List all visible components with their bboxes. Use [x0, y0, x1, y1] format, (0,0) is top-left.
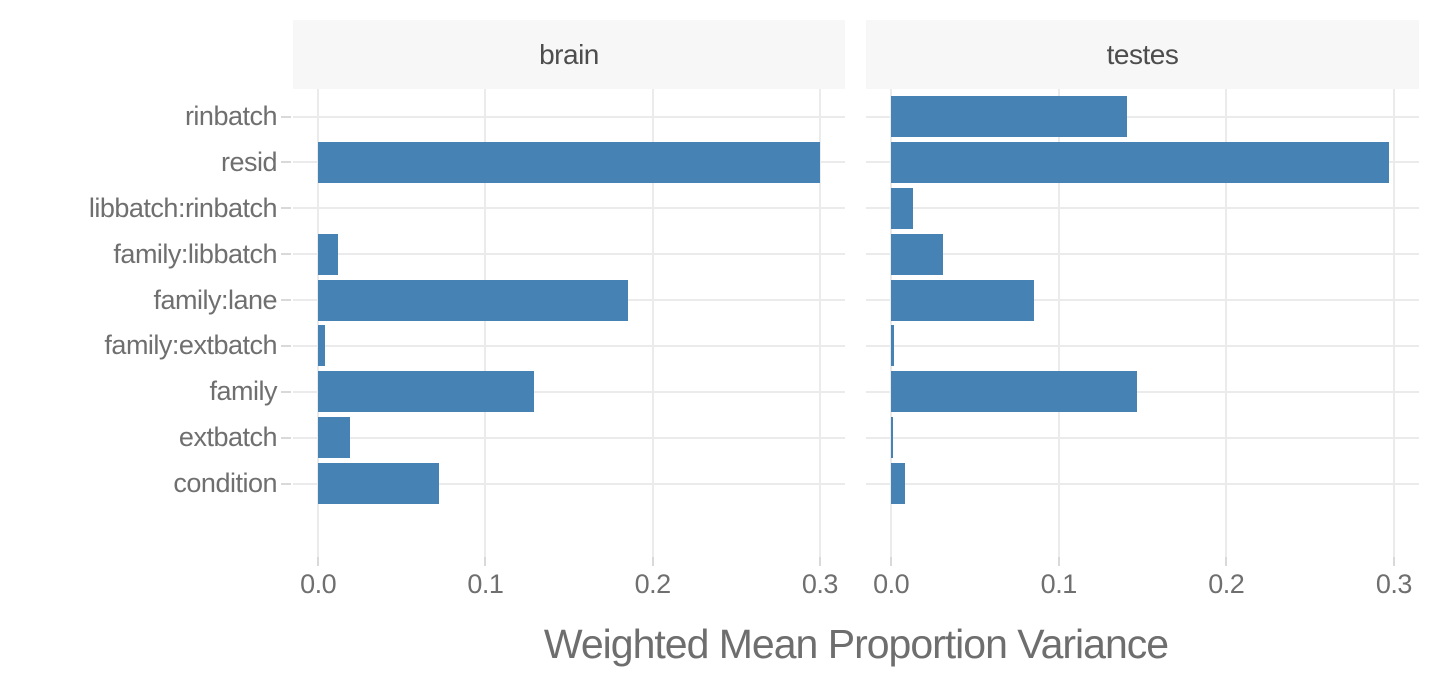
gridline-vertical [1057, 89, 1060, 557]
y-tick-label: family:libbatch [113, 238, 277, 269]
x-axis-title: Weighted Mean Proportion Variance [543, 621, 1169, 667]
x-tick-mark [484, 557, 487, 566]
gridline-horizontal [293, 115, 845, 118]
bar-testes-family:lane [891, 280, 1034, 321]
x-tick-mark [1057, 557, 1060, 566]
facet-strip-brain: brain [293, 20, 845, 89]
y-tick-mark [281, 207, 291, 210]
y-tick-mark [281, 390, 291, 393]
y-tick-label: family [209, 376, 277, 407]
x-tick-mark [317, 557, 320, 566]
y-tick-label: condition [173, 468, 277, 499]
y-tick-mark [281, 436, 291, 439]
gridline-vertical [1225, 89, 1228, 557]
bar-testes-rinbatch [891, 96, 1128, 137]
y-category-row: libbatch:rinbatch [0, 182, 291, 234]
y-tick-label: family:extbatch [104, 330, 277, 361]
y-category-row: family:libbatch [0, 228, 291, 280]
facet-strip-label-brain: brain [539, 38, 599, 70]
y-category-row: family:extbatch [0, 320, 291, 372]
gridline-vertical [890, 89, 893, 557]
x-tick-label: 0.2 [634, 569, 672, 599]
gridline-horizontal [293, 344, 845, 347]
gridline-vertical [818, 89, 821, 557]
bar-testes-libbatch:rinbatch [891, 188, 913, 229]
gridline-vertical [484, 89, 487, 557]
y-tick-mark [281, 299, 291, 302]
y-tick-label: libbatch:rinbatch [88, 192, 278, 223]
x-tick-label: 0.1 [467, 569, 504, 599]
y-category-row: resid [0, 136, 291, 188]
y-category-row: extbatch [0, 412, 291, 464]
gridline-horizontal [866, 115, 1419, 118]
gridline-horizontal [293, 390, 845, 393]
y-tick-mark [281, 253, 291, 256]
y-category-row: family [0, 366, 291, 418]
panel-brain [293, 89, 845, 557]
x-tick-label: 0.3 [1375, 569, 1413, 599]
bar-testes-family [891, 371, 1138, 412]
bar-testes-condition [891, 463, 905, 504]
bar-testes-resid [891, 142, 1389, 183]
bar-brain-family:extbatch [318, 325, 325, 366]
x-axis-testes: 0.0 0.1 0.2 0.3 [866, 557, 1419, 607]
facet-strip-testes: testes [866, 20, 1419, 89]
x-tick-mark [818, 557, 821, 566]
gridline-horizontal [866, 253, 1419, 256]
gridline-horizontal [866, 344, 1419, 347]
x-tick-label: 0.1 [1040, 569, 1078, 599]
facet-strip-label-testes: testes [1106, 38, 1179, 70]
gridline-horizontal [866, 436, 1419, 439]
gridline-horizontal [866, 482, 1419, 485]
bar-testes-extbatch [891, 417, 893, 458]
x-axis-brain: 0.0 0.1 0.2 0.3 [293, 557, 845, 607]
gridline-horizontal [866, 390, 1419, 393]
x-tick-mark [651, 557, 654, 566]
x-tick-label: 0.0 [873, 569, 910, 599]
x-tick-label: 0.2 [1208, 569, 1245, 599]
bar-testes-family:extbatch [891, 325, 895, 366]
gridline-vertical [1392, 89, 1395, 557]
gridline-horizontal [293, 482, 845, 485]
panel-testes [866, 89, 1419, 557]
x-tick-mark [1392, 557, 1395, 566]
bar-brain-condition [318, 463, 439, 504]
y-category-row: rinbatch [0, 91, 291, 143]
bar-testes-family:libbatch [891, 234, 944, 275]
y-tick-label: rinbatch [184, 101, 278, 132]
gridline-horizontal [293, 207, 845, 210]
y-tick-mark [281, 115, 291, 118]
bar-brain-extbatch [318, 417, 350, 458]
y-tick-label: resid [220, 146, 278, 177]
y-tick-label: family:lane [153, 284, 277, 315]
gridline-vertical [317, 89, 320, 557]
y-tick-label: extbatch [178, 422, 278, 453]
y-tick-mark [281, 161, 291, 164]
y-axis-labels: rinbatch resid libbatch:rinbatch family:lib… [0, 89, 291, 557]
gridline-horizontal [866, 299, 1419, 302]
y-category-row: condition [0, 458, 291, 510]
y-category-row: family:lane [0, 274, 291, 326]
bar-brain-family [318, 371, 534, 412]
gridline-horizontal [293, 253, 845, 256]
x-tick-label: 0.0 [300, 569, 337, 599]
y-tick-mark [281, 344, 291, 347]
y-tick-mark [281, 482, 291, 485]
x-tick-label: 0.3 [801, 569, 839, 599]
bar-brain-family:lane [318, 280, 628, 321]
x-tick-mark [1225, 557, 1228, 566]
gridline-horizontal [293, 436, 845, 439]
bar-brain-family:libbatch [318, 234, 339, 275]
gridline-horizontal [866, 207, 1419, 210]
x-tick-mark [890, 557, 893, 566]
gridline-vertical [651, 89, 654, 557]
bar-brain-resid [318, 142, 820, 183]
